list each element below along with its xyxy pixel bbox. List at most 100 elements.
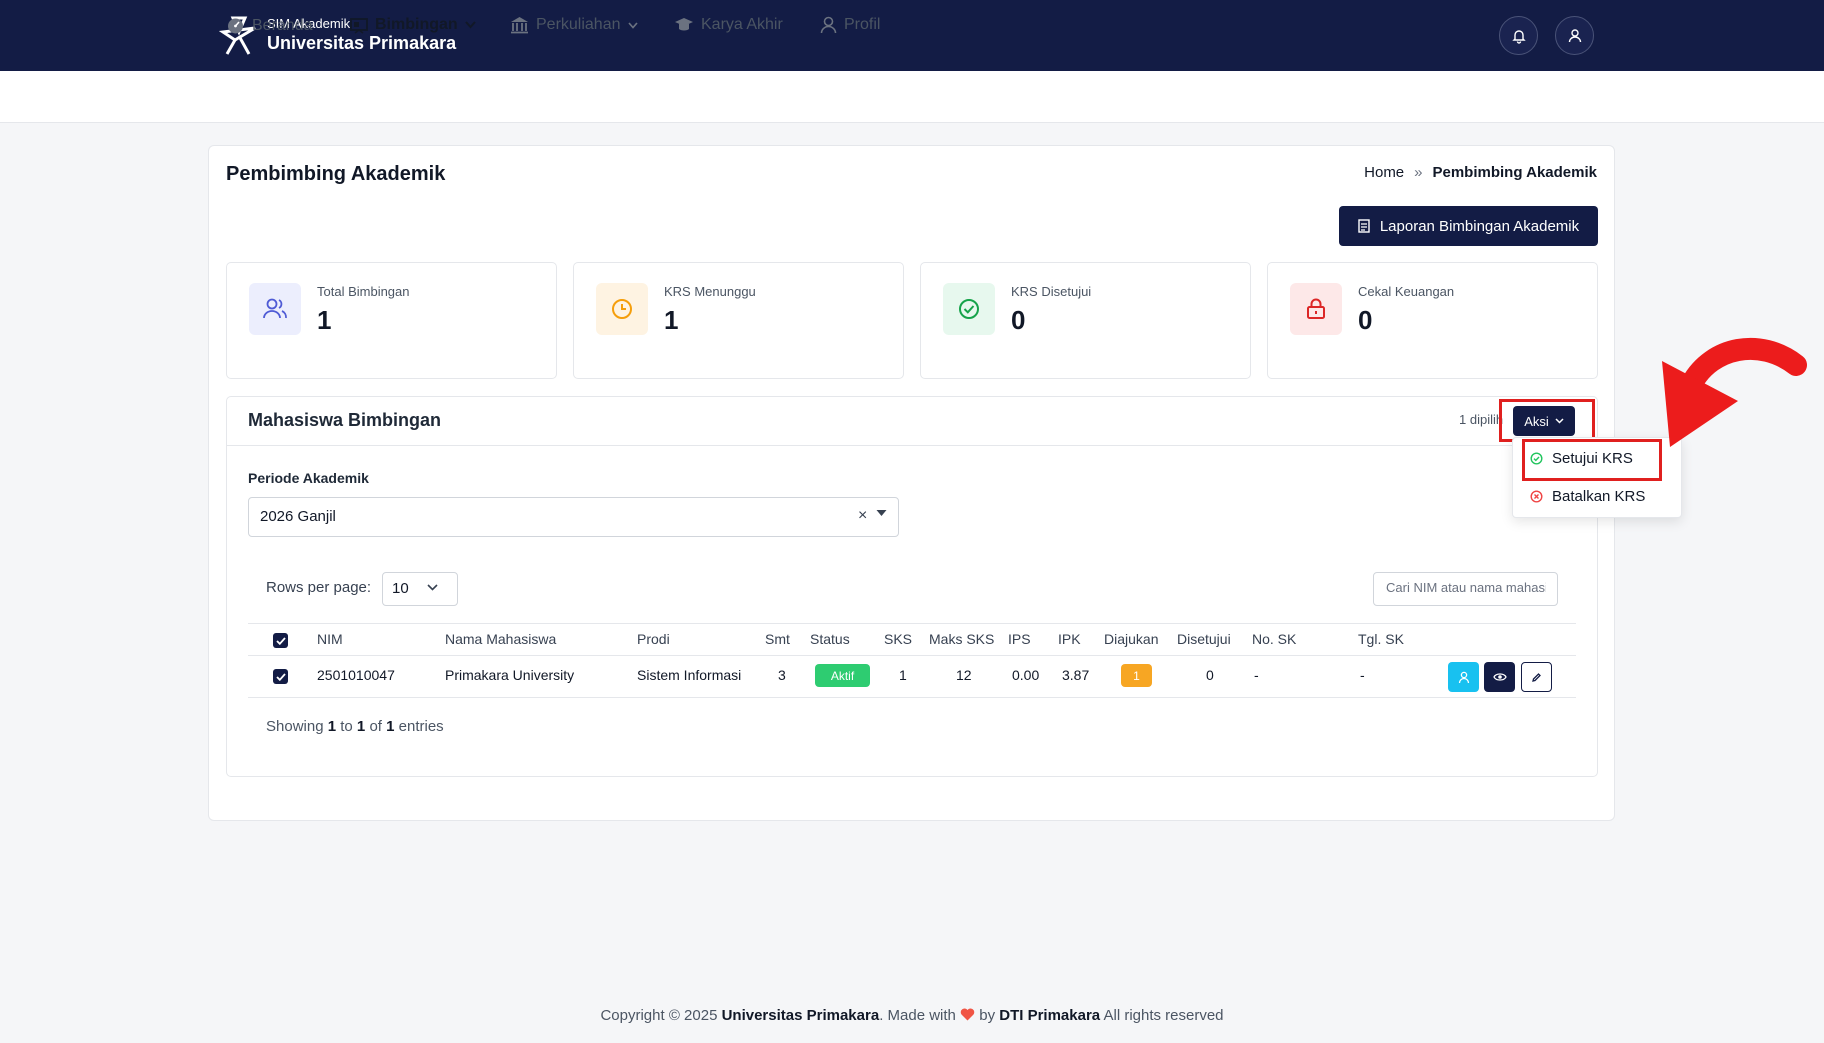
cell-ipk: 3.87 [1062,667,1090,683]
column-header-smt[interactable]: Smt [765,631,790,647]
column-header-no-sk[interactable]: No. SK [1252,631,1297,647]
edit-button[interactable] [1521,662,1552,692]
footer-rights: All rights reserved [1103,1007,1224,1024]
check-circle-icon [943,283,995,335]
search-placeholder: Cari NIM atau nama mahasiswa [1386,580,1546,595]
search-input[interactable] [1373,572,1558,606]
dashboard-icon [228,18,243,34]
column-header-tgl-sk[interactable]: Tgl. SK [1358,631,1404,647]
rows-per-page-label: Rows per page: [266,579,372,596]
select-all-checkbox[interactable] [273,633,288,648]
showing-of-word: of [369,718,382,735]
view-button[interactable] [1484,662,1515,692]
cell-smt: 3 [778,667,786,683]
nav-karya-akhir[interactable]: Karya Akhir [674,16,783,34]
caret-down-icon[interactable] [876,509,887,517]
footer-org[interactable]: Universitas Primakara [721,1007,880,1024]
nav-label: Profil [844,16,881,33]
footer-made: . Made with [879,1007,956,1024]
stat-value: 0 [1358,305,1373,335]
column-header-ips[interactable]: IPS [1008,631,1031,647]
breadcrumb: Home » Pembimbing Akademik [1364,164,1597,181]
chevron-down-icon [427,584,438,591]
showing-from: 1 [327,718,337,735]
check-icon [275,636,286,645]
column-header-ipk[interactable]: IPK [1058,631,1081,647]
stat-label: KRS Disetujui [1011,284,1092,299]
footer-copyright: Copyright © 2025 [600,1007,718,1024]
notification-button[interactable] [1499,16,1538,55]
cell-ips: 0.00 [1012,667,1040,683]
cell-nama: Primakara University [445,667,575,683]
cell-tgl-sk: - [1360,667,1365,683]
nav-perkuliahan[interactable]: Perkuliahan [510,16,638,34]
row-checkbox[interactable] [273,669,288,684]
pencil-icon [1532,672,1541,682]
diajukan-badge: 1 [1121,664,1152,687]
nav-label: Bimbingan [375,16,458,33]
rows-per-page-select[interactable] [382,572,458,606]
column-header-sks[interactable]: SKS [884,631,913,647]
column-header-disetujui[interactable]: Disetujui [1177,631,1231,647]
users-icon [249,283,301,335]
stat-label: Total Bimbingan [317,284,410,299]
brand-subtitle: SIM Akademik [267,16,351,31]
check-icon [275,672,286,681]
menu-item-setujui-krs[interactable]: Setujui KRS [1530,450,1633,467]
showing-suffix: entries [398,718,444,735]
column-header-nim[interactable]: NIM [317,631,343,647]
period-select[interactable] [248,497,899,537]
students-card-header [226,396,1598,446]
clear-icon[interactable]: × [858,507,868,524]
building-icon [511,17,528,34]
menu-item-batalkan-krs[interactable]: Batalkan KRS [1530,488,1645,505]
breadcrumb-home[interactable]: Home [1364,164,1405,181]
chevron-down-icon [1555,418,1564,424]
report-button-label: Laporan Bimbingan Akademik [1379,217,1580,235]
highlight-box-setujui [1522,439,1662,481]
highlight-box-aksi [1499,399,1595,442]
nav-bimbingan[interactable]: Bimbingan [350,16,476,34]
x-circle-icon [1530,490,1543,503]
heart-icon [960,1008,975,1021]
table-header [248,623,1576,656]
report-button[interactable]: Laporan Bimbingan Akademik [1339,206,1598,246]
nav-label: Karya Akhir [701,16,783,33]
main-navbar [0,71,1824,123]
nav-beranda[interactable]: Beranda [226,16,313,35]
footer-team[interactable]: DTI Primakara [999,1007,1101,1024]
cell-prodi: Sistem Informasi [637,667,742,683]
nav-label: Beranda [252,16,313,34]
period-value: 2026 Ganjil [260,508,336,525]
user-menu-button[interactable] [1555,16,1594,55]
check-circle-icon [1530,452,1543,465]
graduation-cap-icon [675,18,693,31]
column-header-nama[interactable]: Nama Mahasiswa [445,631,557,647]
showing-to: 1 [356,718,366,735]
red-arrow-icon [1662,337,1807,447]
aksi-dropdown-button[interactable]: Aksi [1513,406,1575,436]
user-icon [820,16,837,34]
nav-profil[interactable]: Profil [820,16,880,34]
period-label: Periode Akademik [248,470,369,486]
breadcrumb-current: Pembimbing Akademik [1432,164,1598,181]
column-header-diajukan[interactable]: Diajukan [1104,631,1159,647]
page-title: Pembimbing Akademik [226,163,446,185]
column-header-status[interactable]: Status [810,631,850,647]
footer: Copyright © 2025 Universitas Primakara. … [0,1007,1824,1024]
column-header-maks-sks[interactable]: Maks SKS [929,631,995,647]
column-header-prodi[interactable]: Prodi [637,631,670,647]
showing-total: 1 [386,718,395,735]
chevron-down-icon [627,21,638,29]
cell-maks-sks: 12 [956,667,972,683]
stat-value: 0 [1011,305,1026,335]
cell-sks: 1 [899,667,907,683]
rows-per-page-value: 10 [392,580,409,597]
stat-card-krs-disetujui: KRS Disetujui 0 [920,262,1251,379]
stat-card-total-bimbingan: Total Bimbingan 1 [226,262,557,379]
stat-label: KRS Menunggu [664,284,756,299]
eye-icon [1492,673,1507,681]
advisor-button[interactable] [1448,662,1479,692]
cell-disetujui: 0 [1206,667,1214,683]
selected-count: 1 dipilih [1459,412,1504,427]
